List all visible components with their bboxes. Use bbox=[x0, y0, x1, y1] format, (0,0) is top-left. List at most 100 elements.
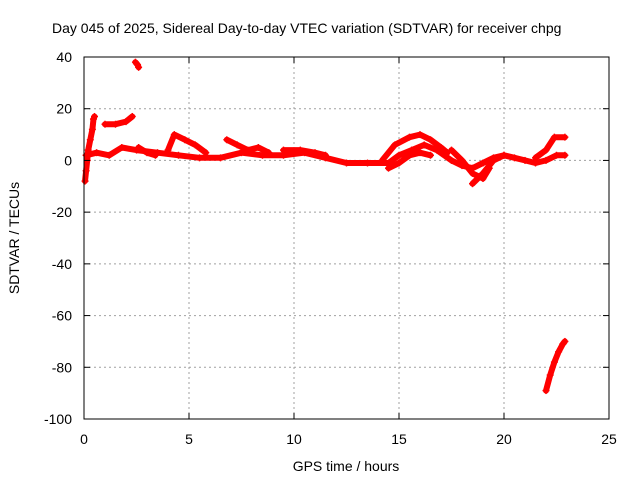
data-point bbox=[395, 151, 403, 159]
data-point bbox=[238, 149, 245, 157]
y-axis-label: SDTVAR / TECUs bbox=[6, 182, 22, 294]
data-point bbox=[561, 337, 569, 345]
data-point bbox=[217, 154, 224, 162]
data-point bbox=[343, 159, 350, 167]
series-layer bbox=[81, 58, 569, 395]
series-track-l bbox=[542, 337, 569, 395]
x-tick-labels: 0 5 10 15 20 25 bbox=[80, 431, 617, 447]
data-point bbox=[479, 159, 487, 167]
series-trace bbox=[532, 134, 568, 161]
data-point bbox=[550, 133, 558, 141]
data-point bbox=[181, 136, 189, 144]
data-point bbox=[81, 177, 89, 185]
plot-frame bbox=[83, 56, 610, 420]
data-point bbox=[542, 387, 550, 395]
data-point bbox=[553, 151, 560, 159]
data-point bbox=[202, 149, 210, 157]
data-point bbox=[458, 156, 466, 164]
data-point bbox=[88, 125, 96, 133]
data-point bbox=[265, 149, 273, 157]
data-point bbox=[385, 164, 392, 172]
data-point bbox=[406, 133, 413, 141]
y-tick-labels: -100 -80 -60 -40 -20 0 20 40 bbox=[44, 49, 72, 427]
x-tick-label: 5 bbox=[185, 431, 193, 447]
data-point bbox=[164, 146, 172, 154]
x-axis-label: GPS time / hours bbox=[293, 458, 400, 474]
data-point bbox=[128, 112, 136, 120]
data-point bbox=[395, 159, 403, 167]
y-tick-label: -60 bbox=[52, 308, 72, 324]
data-point bbox=[490, 156, 497, 164]
data-point bbox=[364, 159, 371, 167]
data-point bbox=[223, 136, 231, 144]
y-tick-label: -100 bbox=[44, 411, 72, 427]
x-tick-label: 25 bbox=[601, 431, 617, 447]
data-point bbox=[196, 154, 203, 162]
grid bbox=[84, 57, 609, 419]
data-point bbox=[448, 156, 455, 164]
series-track-b bbox=[101, 112, 136, 128]
series-track-g bbox=[378, 131, 451, 164]
data-point bbox=[406, 151, 413, 159]
series-trace bbox=[280, 147, 329, 159]
x-tick-label: 10 bbox=[286, 431, 302, 447]
data-point bbox=[532, 154, 539, 162]
series-track-e bbox=[223, 136, 273, 157]
y-tick-label: 0 bbox=[64, 152, 72, 168]
series-outlier bbox=[131, 58, 143, 71]
data-point bbox=[500, 151, 508, 159]
data-point bbox=[191, 141, 199, 149]
tick-marks bbox=[83, 56, 610, 420]
data-point bbox=[135, 144, 143, 151]
data-point bbox=[391, 141, 399, 149]
data-point bbox=[437, 144, 445, 151]
data-point bbox=[143, 149, 151, 157]
data-point bbox=[561, 133, 569, 141]
y-tick-label: -80 bbox=[52, 359, 72, 375]
data-point bbox=[521, 156, 529, 164]
data-point bbox=[479, 169, 487, 177]
data-point bbox=[112, 120, 119, 128]
y-tick-label: 20 bbox=[56, 101, 72, 117]
data-point bbox=[233, 141, 241, 149]
data-point bbox=[93, 149, 101, 157]
data-point bbox=[280, 146, 287, 154]
series-trace bbox=[102, 113, 136, 128]
data-point bbox=[91, 112, 98, 120]
data-point bbox=[427, 151, 434, 159]
data-point bbox=[546, 371, 554, 379]
data-point bbox=[511, 154, 518, 162]
data-point bbox=[469, 169, 476, 177]
data-point bbox=[448, 146, 455, 154]
series-track-k bbox=[532, 133, 569, 162]
data-point bbox=[84, 146, 92, 154]
series-trace bbox=[469, 152, 507, 187]
data-point bbox=[244, 146, 252, 154]
series-track-f bbox=[280, 146, 329, 159]
y-tick-label: -40 bbox=[52, 256, 72, 272]
data-point bbox=[118, 144, 126, 151]
data-point bbox=[101, 120, 109, 128]
data-point bbox=[542, 146, 550, 154]
data-point bbox=[122, 118, 130, 126]
data-point bbox=[254, 144, 262, 151]
data-point bbox=[175, 151, 182, 159]
data-point bbox=[170, 131, 178, 139]
data-point bbox=[542, 156, 550, 164]
series-track-h bbox=[385, 149, 434, 172]
data-point bbox=[420, 141, 428, 149]
data-point bbox=[311, 149, 319, 157]
data-point bbox=[555, 348, 563, 356]
data-point bbox=[378, 156, 386, 164]
data-point bbox=[416, 149, 424, 157]
series-track-j bbox=[469, 151, 508, 188]
data-point bbox=[550, 358, 558, 366]
series-track-c bbox=[135, 144, 159, 159]
data-point bbox=[427, 136, 434, 144]
data-point bbox=[135, 63, 143, 71]
data-point bbox=[86, 136, 94, 144]
x-tick-label: 15 bbox=[391, 431, 407, 447]
x-tick-label: 20 bbox=[496, 431, 512, 447]
data-point bbox=[416, 131, 424, 139]
